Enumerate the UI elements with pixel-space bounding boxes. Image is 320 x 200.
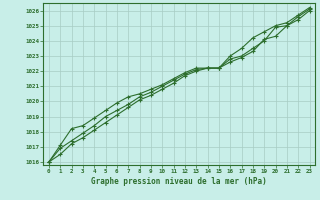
X-axis label: Graphe pression niveau de la mer (hPa): Graphe pression niveau de la mer (hPa) xyxy=(91,177,267,186)
